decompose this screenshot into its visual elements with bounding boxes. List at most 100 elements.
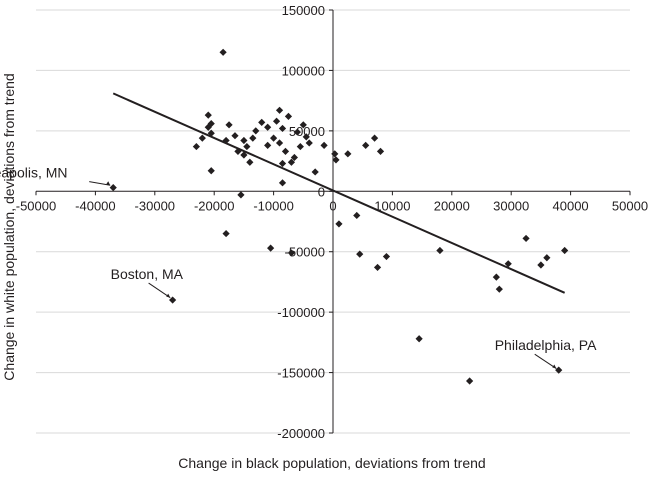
data-point (555, 366, 563, 374)
x-tick-label: 30000 (493, 198, 529, 213)
data-point (207, 129, 215, 137)
data-point (243, 142, 251, 151)
y-tick-label: 100000 (282, 63, 325, 78)
x-tick-label: -10000 (253, 198, 293, 213)
data-point (109, 184, 117, 192)
data-point (270, 134, 278, 142)
y-tick-label: -100000 (277, 305, 325, 320)
data-point (504, 260, 512, 268)
data-point (415, 335, 423, 343)
data-point (302, 133, 310, 141)
data-point (278, 179, 287, 187)
data-point (169, 296, 177, 304)
annotation-label: Boston, MA (111, 266, 184, 282)
annotation-label: Minneapolis, MN (0, 165, 67, 181)
x-tick-label: -20000 (194, 198, 234, 213)
data-point (284, 112, 293, 120)
annotation-label: Philadelphia, PA (495, 337, 597, 353)
data-point (436, 246, 444, 255)
data-point (492, 273, 500, 281)
x-axis-title: Change in black population, deviations f… (178, 455, 485, 471)
data-point (264, 123, 272, 131)
data-point (495, 285, 503, 293)
x-tick-label: 50000 (612, 198, 648, 213)
x-tick-label: -40000 (75, 198, 115, 213)
y-tick-label: -50000 (285, 245, 325, 260)
y-axis-title: Change in white population, deviations f… (1, 73, 17, 380)
data-point (382, 252, 391, 261)
x-tick-label: -30000 (135, 198, 175, 213)
y-tick-label: -150000 (277, 366, 325, 381)
x-tick-label: 40000 (553, 198, 589, 213)
data-point (275, 139, 284, 147)
data-point (278, 159, 287, 168)
data-point (353, 211, 361, 220)
data-point (275, 106, 284, 114)
data-point (249, 134, 257, 142)
trendline-group (112, 92, 566, 294)
data-point (207, 167, 215, 175)
annotation-arrowhead (166, 293, 171, 298)
data-point (234, 147, 242, 156)
x-tick-label: 10000 (374, 198, 410, 213)
data-point (305, 139, 313, 147)
annotation-leader (534, 353, 557, 369)
annotation-leader (89, 181, 111, 186)
y-tick-label: -200000 (277, 426, 325, 441)
data-point (376, 147, 385, 156)
data-point (258, 118, 266, 126)
annotation-arrowhead (106, 181, 111, 186)
data-point (320, 141, 328, 149)
data-point (332, 156, 340, 164)
data-point (225, 121, 233, 129)
data-point (356, 250, 364, 258)
x-tick-label: 20000 (434, 198, 470, 213)
data-point (246, 158, 254, 166)
data-point (344, 150, 352, 158)
x-tick-label: -50000 (16, 198, 56, 213)
data-point (290, 153, 298, 162)
data-point (543, 254, 551, 262)
data-point (281, 147, 290, 156)
annotation-leader (148, 282, 171, 299)
data-point (537, 261, 545, 269)
x-tick-label: 0 (329, 198, 336, 213)
data-point (287, 249, 296, 257)
data-point (373, 263, 382, 272)
data-point (331, 150, 339, 158)
data-point (296, 142, 304, 151)
data-point (237, 191, 245, 199)
data-point (335, 220, 343, 228)
trendline (112, 92, 566, 294)
data-point (561, 246, 569, 255)
annotation-arrowhead (552, 364, 557, 369)
data-point (207, 120, 215, 128)
data-point (240, 136, 248, 145)
axes: 150000 100000 50000 0 -50000 -100000 -150000 -2… (16, 3, 648, 441)
data-point (278, 124, 287, 133)
data-point (362, 141, 370, 149)
data-point (240, 151, 248, 159)
data-point (219, 48, 227, 56)
data-point (293, 128, 301, 136)
data-point (222, 229, 230, 238)
data-point (198, 134, 206, 142)
data-point (287, 158, 296, 166)
y-tick-label: 150000 (282, 3, 325, 18)
data-point (299, 121, 307, 129)
data-point (222, 136, 230, 145)
annotations: Minneapolis, MN Boston, MA Philadelphia, P… (0, 165, 597, 369)
data-point (272, 117, 281, 125)
data-point (252, 127, 260, 135)
data-point (311, 168, 319, 176)
data-point (204, 111, 212, 119)
data-points (109, 48, 569, 385)
data-point (264, 141, 272, 149)
data-point (267, 244, 275, 252)
data-point (370, 134, 379, 142)
data-point (231, 132, 239, 140)
data-point (522, 234, 530, 243)
data-point (466, 377, 474, 385)
